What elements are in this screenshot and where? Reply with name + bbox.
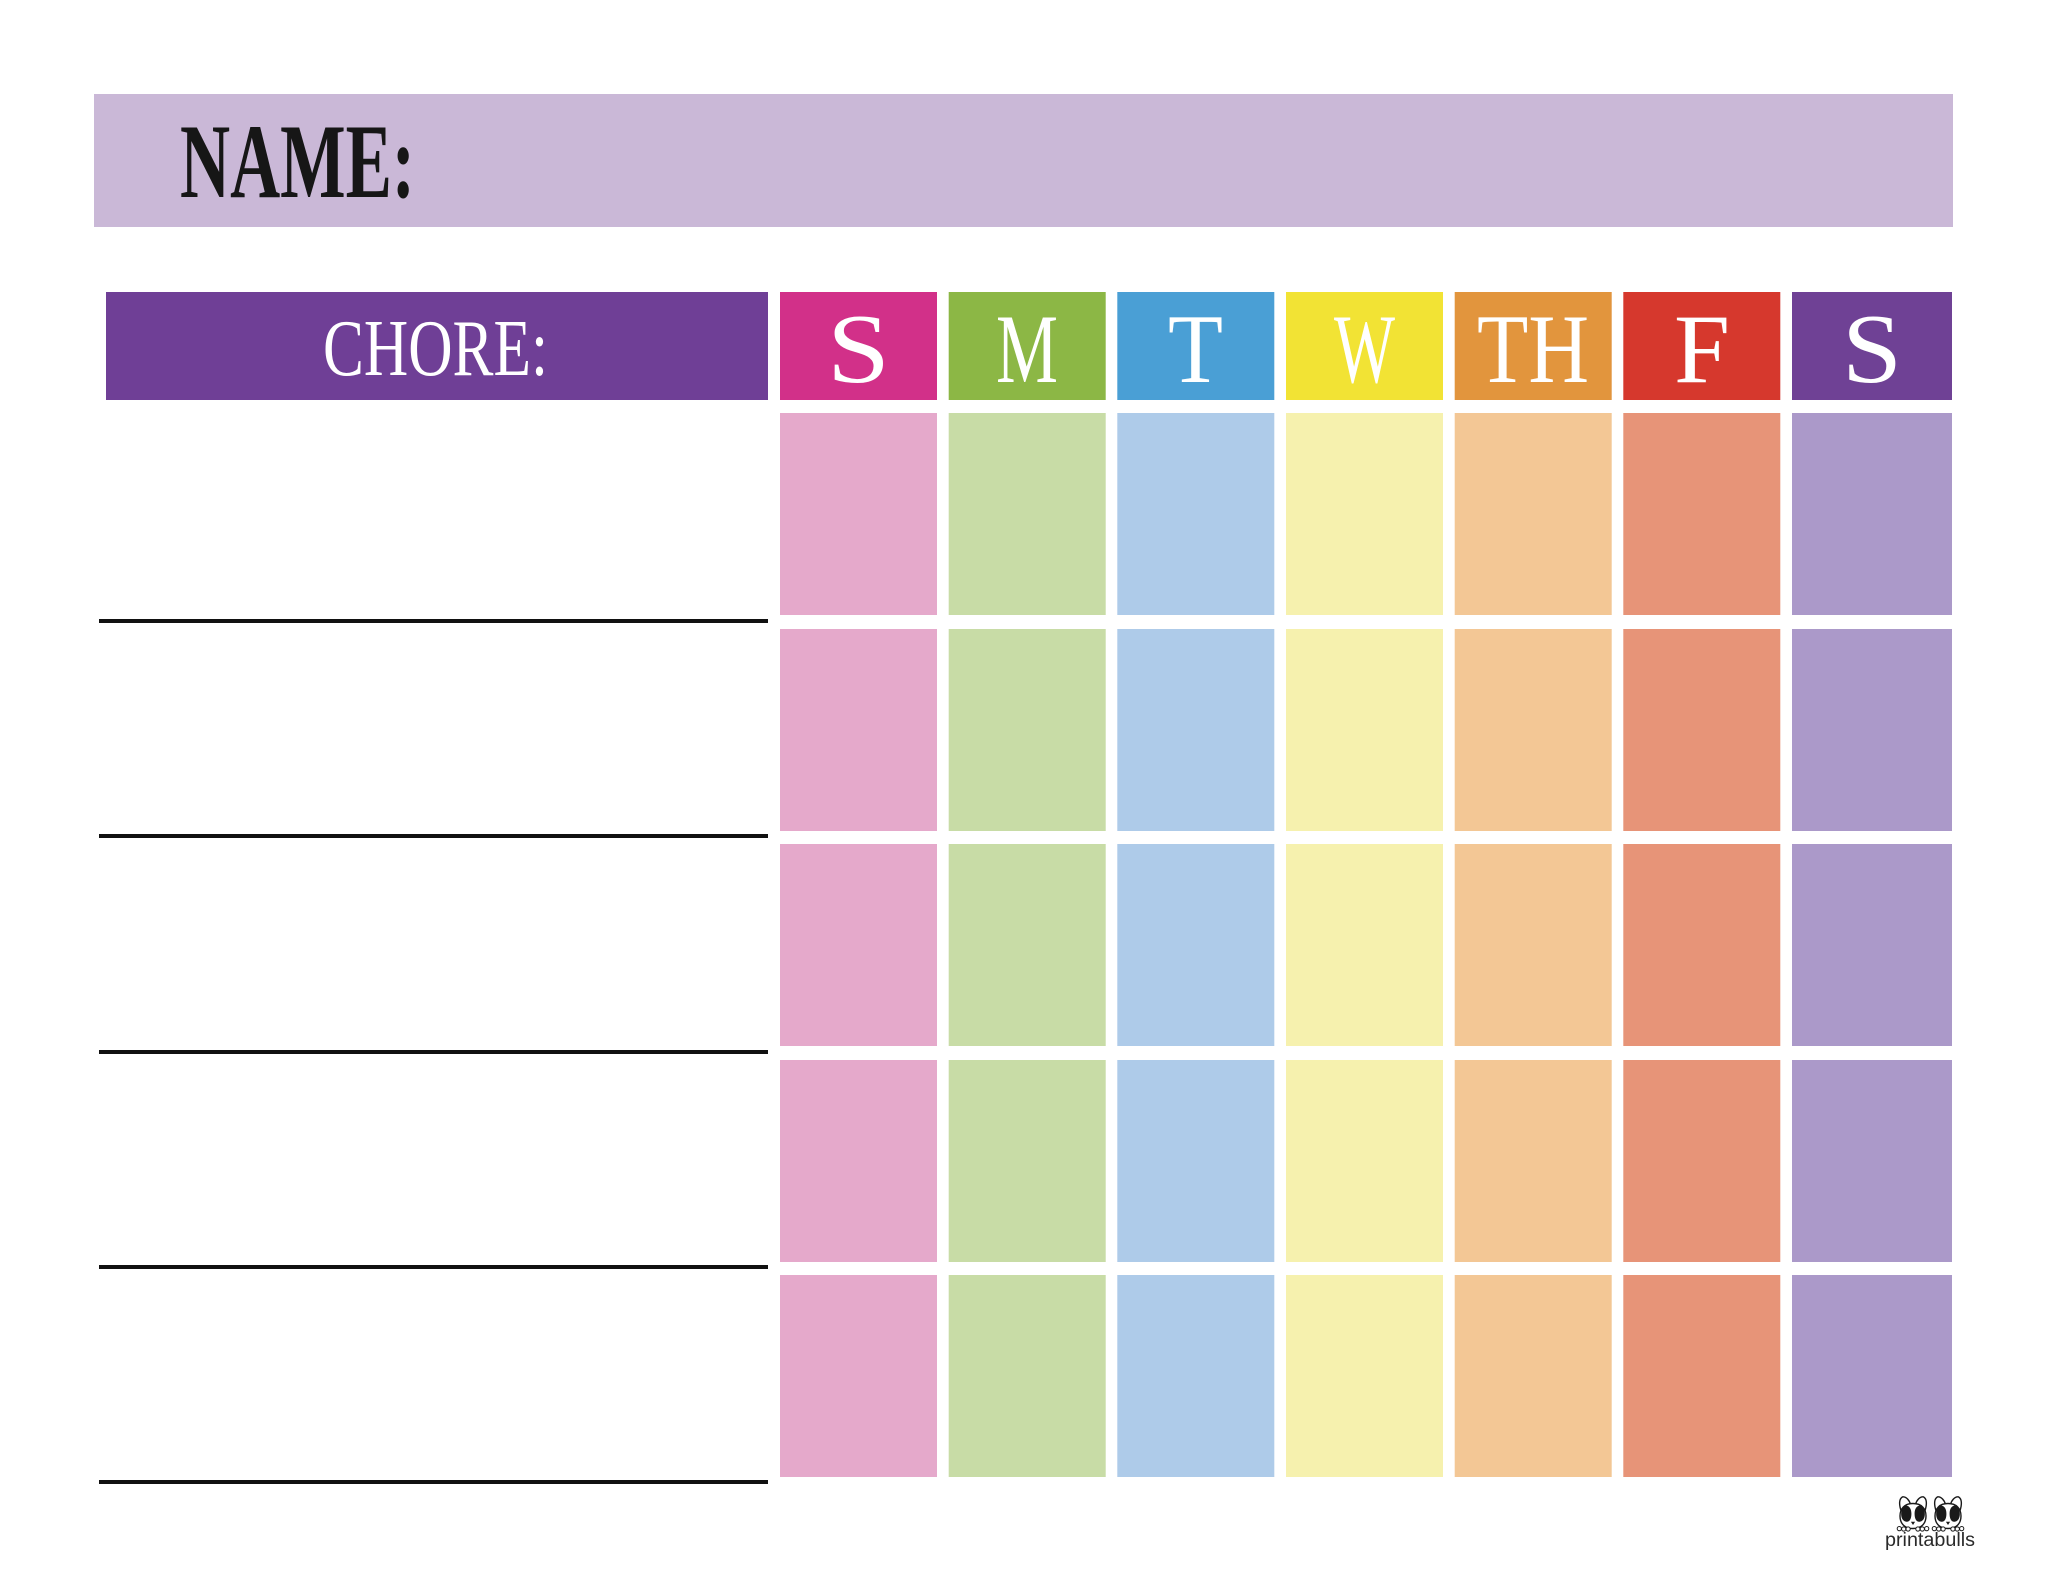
svg-text:NAME:: NAME: (180, 103, 415, 220)
svg-text:M: M (996, 295, 1058, 404)
svg-text:T: T (1168, 295, 1223, 404)
svg-text:S: S (1842, 295, 1902, 404)
svg-text:W: W (1334, 295, 1395, 404)
svg-text:printabulls: printabulls (1885, 1530, 1975, 1551)
svg-text:TH: TH (1477, 295, 1589, 404)
svg-text:S: S (827, 295, 890, 404)
svg-text:F: F (1674, 295, 1730, 404)
svg-text:CHORE:: CHORE: (323, 303, 548, 393)
